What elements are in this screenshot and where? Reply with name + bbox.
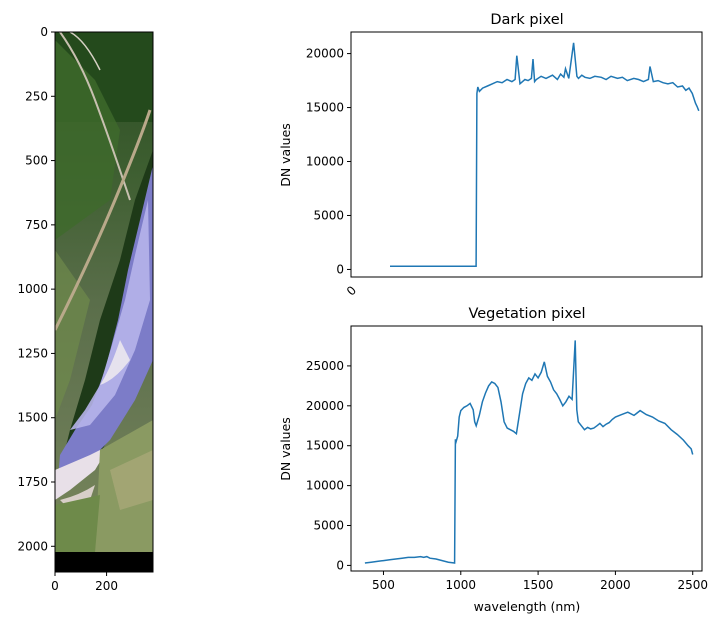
vegetation-pixel-y-ticks: 0 5000 10000 15000 20000 25000	[306, 359, 351, 572]
x-tick-label: 1500	[523, 578, 554, 592]
dark-pixel-title: Dark pixel	[490, 12, 563, 28]
satellite-image	[55, 32, 153, 572]
x-tick-label: 1000	[446, 578, 477, 592]
image-y-tick-label: 1000	[17, 282, 48, 296]
y-tick-label: 10000	[306, 479, 344, 493]
y-tick-label: 0	[336, 262, 344, 276]
dark-pixel-ylabel: DN values	[278, 123, 293, 187]
y-tick-label: 25000	[306, 359, 344, 373]
dark-pixel-axes	[350, 31, 703, 278]
y-tick-label: 20000	[306, 399, 344, 413]
image-axis-ticks: 0 250 500 750 1000 1250 1500 1750 2000 0 200	[17, 25, 118, 593]
x-tick-label: 2500	[677, 578, 708, 592]
dark-pixel-series-line	[390, 42, 700, 267]
satellite-image-panel: 0 250 500 750 1000 1250 1500 1750 2000 0 200	[17, 25, 154, 593]
image-y-tick-label: 1500	[17, 411, 48, 425]
y-tick-label: 15000	[306, 439, 344, 453]
x-tick-label: 2000	[600, 578, 631, 592]
y-tick-label: 15000	[306, 101, 344, 115]
y-tick-label: 20000	[306, 47, 344, 61]
image-y-tick-label: 1250	[17, 346, 48, 360]
image-x-tick-label: 0	[51, 579, 59, 593]
vegetation-pixel-ylabel: DN values	[278, 417, 293, 481]
image-y-tick-label: 2000	[17, 539, 48, 553]
x-tick-label: 500	[372, 578, 395, 592]
y-tick-label: 5000	[313, 208, 344, 222]
image-y-tick-label: 1750	[17, 475, 48, 489]
y-tick-label: 10000	[306, 155, 344, 169]
y-tick-label: 5000	[313, 519, 344, 533]
image-y-tick-label: 250	[25, 89, 48, 103]
dark-pixel-x-ticks: 0	[344, 283, 359, 298]
vegetation-pixel-chart: Vegetation pixel 0 5000 10000 15000 20000 250…	[278, 306, 708, 614]
image-y-tick-label: 750	[25, 218, 48, 232]
vegetation-pixel-xlabel: wavelength (nm)	[474, 599, 581, 614]
x-tick-label: 0	[344, 283, 359, 298]
image-y-tick-label: 0	[40, 25, 48, 39]
y-tick-label: 0	[336, 558, 344, 572]
dark-pixel-y-ticks: 0 5000 10000 15000 20000	[306, 47, 351, 276]
vegetation-pixel-series-line	[364, 340, 694, 564]
image-x-tick-label: 200	[95, 579, 118, 593]
image-y-tick-label: 500	[25, 154, 48, 168]
vegetation-pixel-axes	[350, 325, 703, 572]
vegetation-pixel-x-ticks: 500 1000 1500 2000 2500	[372, 571, 708, 592]
dark-pixel-chart: Dark pixel 0 5000 10000 15000 20000 0 DN val…	[278, 12, 703, 299]
vegetation-pixel-title: Vegetation pixel	[468, 306, 585, 322]
